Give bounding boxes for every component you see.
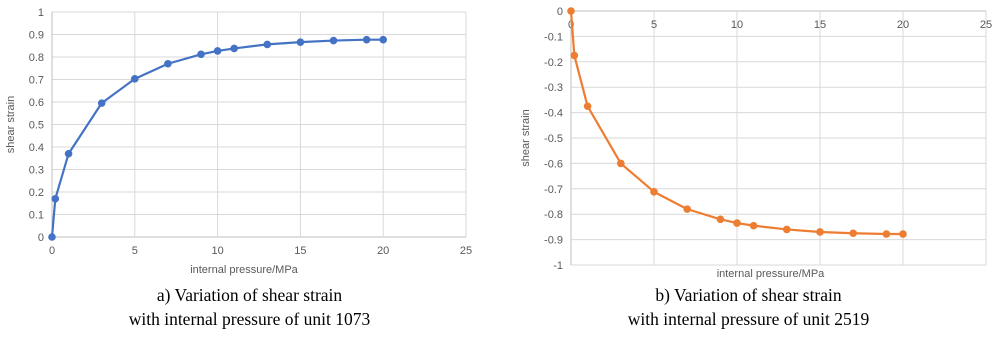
chart-a-data-point xyxy=(197,50,205,59)
chart-a-data-point xyxy=(329,36,338,45)
chart-a-ytick-label: 0 xyxy=(38,232,44,244)
chart-b-data-point xyxy=(849,229,857,238)
chart-a-xtick-label: 15 xyxy=(294,245,306,257)
chart-b-ytick-label: -0.8 xyxy=(544,209,563,221)
chart-b-data-point xyxy=(567,7,575,15)
caption-a-line2: with internal pressure of unit 1073 xyxy=(128,309,371,329)
chart-a-ytick-label: 0.7 xyxy=(29,75,44,87)
chart-a-data-point xyxy=(362,35,371,44)
chart-b-data-point xyxy=(749,221,758,230)
chart-panel-a: 0 0.1 0.2 0.3 0.4 0.5 0.6 0.7 0.8 0.9 1 0 5 10 15 20 25 i… xyxy=(0,7,499,331)
chart-a-xtick-label: 5 xyxy=(132,245,138,257)
chart-b-ytick-label: -0.9 xyxy=(544,235,563,247)
chart-b-ytick-label: -0.7 xyxy=(544,184,563,196)
chart-a-data-point xyxy=(379,35,388,44)
chart-b-series-line xyxy=(569,10,903,236)
chart-a-data-point xyxy=(164,59,172,68)
chart-b-ytick-label: -0.4 xyxy=(544,108,563,120)
chart-a-data-point xyxy=(48,233,56,241)
chart-b-svg: 0-0.1-0.2-0.3-0.4-0.5-0.6-0.7-0.8-0.9-10… xyxy=(520,6,992,280)
chart-b-ytick-label: -1 xyxy=(553,260,563,272)
chart-b-data-point xyxy=(583,102,592,111)
chart-b-xtick-label: 25 xyxy=(980,19,992,31)
caption-b-line1: b) Variation of shear strain xyxy=(655,285,842,305)
chart-a-data-point xyxy=(131,75,139,83)
caption-b-line2: with internal pressure of unit 2519 xyxy=(627,309,870,329)
chart-a-ytick-label: 0.3 xyxy=(29,165,44,177)
chart-b-data-point xyxy=(617,159,625,168)
chart-b-ytick-label: -0.2 xyxy=(544,57,563,69)
chart-b-ytick-label: -0.6 xyxy=(544,158,563,170)
chart-a-data-point xyxy=(263,40,272,49)
chart-a-ytick-label: 0.9 xyxy=(29,30,44,42)
caption-b: b) Variation of shear strain with intern… xyxy=(499,283,998,331)
chart-panel-b: 0 -0.1 -0.2 -0.3 -0.4 -0.5 -0.6 -0.7 -0.8 -0.9 -1 0… xyxy=(499,0,998,340)
chart-b-data-point xyxy=(570,51,579,60)
chart-a-ytick-label: 0.5 xyxy=(29,120,44,132)
chart-b-ytick-label: -0.1 xyxy=(544,31,563,43)
chart-b-xtick-label: 20 xyxy=(897,19,909,31)
chart-a-ytick-label: 0.6 xyxy=(29,97,44,109)
chart-a-xtick-label: 20 xyxy=(377,245,389,257)
chart-b-data-point xyxy=(783,225,791,234)
chart-b-data-point xyxy=(716,215,725,224)
chart-a-ytick-label: 0.4 xyxy=(29,142,44,154)
chart-b-xtick-label: 10 xyxy=(731,19,743,31)
chart-a-data-point xyxy=(51,194,60,203)
chart-b-ytick-label: -0.5 xyxy=(544,133,563,145)
chart-b-data-point xyxy=(899,230,907,238)
chart-b-data-point xyxy=(816,228,824,236)
chart-a-ytick-label: 1 xyxy=(38,7,44,19)
chart-b-xtick-label: 5 xyxy=(651,19,657,31)
chart-a-xaxis-label: internal pressure/MPa xyxy=(190,264,298,276)
chart-a-xtick-label: 0 xyxy=(49,245,55,257)
caption-a: a) Variation of shear strain with intern… xyxy=(0,283,499,331)
chart-b-data-point xyxy=(882,230,891,238)
chart-a-series-line xyxy=(50,38,384,238)
chart-b-xtick-label: 15 xyxy=(814,19,826,31)
chart-b-data-point xyxy=(650,188,658,196)
chart-b-data-point xyxy=(733,219,741,227)
chart-a-xtick-label: 25 xyxy=(460,245,472,257)
chart-a-data-point xyxy=(230,44,238,53)
chart-a-data-point xyxy=(296,38,305,46)
chart-a-ytick-label: 0.2 xyxy=(29,187,44,199)
chart-b-data-point xyxy=(683,205,691,213)
chart-a-data-point xyxy=(64,149,73,158)
chart-b-xaxis-label: internal pressure/MPa xyxy=(717,268,825,280)
chart-a-yaxis-label: shear strain xyxy=(5,96,17,153)
chart-b-ytick-label: -0.3 xyxy=(544,82,563,94)
chart-a-ytick-label: 0.8 xyxy=(29,52,44,64)
chart-a-data-point xyxy=(97,99,106,107)
caption-a-line1: a) Variation of shear strain xyxy=(156,285,343,305)
chart-a-ytick-label: 0.1 xyxy=(29,210,44,222)
chart-a-data-point xyxy=(213,47,222,55)
chart-a-xtick-label: 10 xyxy=(211,245,223,257)
chart-b-yaxis-label: shear strain xyxy=(520,109,532,166)
chart-b-ytick-label: 0 xyxy=(557,6,563,18)
chart-a-svg: 00.10.20.30.40.50.60.70.80.910 5 10 15 20 25i… xyxy=(5,7,472,276)
